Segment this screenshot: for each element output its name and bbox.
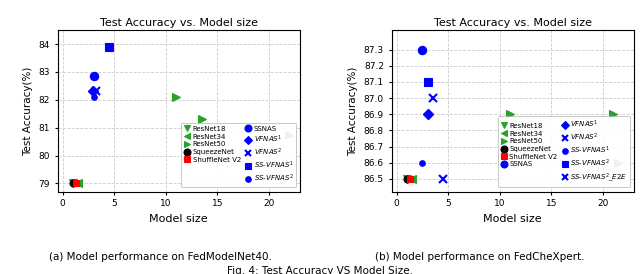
Text: Fig. 4: Test Accuracy VS Model Size.: Fig. 4: Test Accuracy VS Model Size. [227, 266, 413, 274]
Y-axis label: Test Accuracy(%): Test Accuracy(%) [23, 66, 33, 156]
Y-axis label: Test Accuracy(%): Test Accuracy(%) [348, 66, 358, 156]
Legend: ResNet18, ResNet34, ResNet50, SqueezeNet, ShuffleNet V2, SSNAS, $\mathit{VFNAS}^: ResNet18, ResNet34, ResNet50, SqueezeNet… [181, 123, 296, 187]
X-axis label: Model size: Model size [483, 214, 542, 224]
Text: (a) Model performance on FedModelNet40.: (a) Model performance on FedModelNet40. [49, 252, 271, 262]
X-axis label: Model size: Model size [149, 214, 208, 224]
Title: Test Accuracy vs. Model size: Test Accuracy vs. Model size [433, 18, 591, 28]
Legend: ResNet18, ResNet34, ResNet50, SqueezeNet, ShuffleNet V2, SSNAS, $\mathit{VFNAS}^: ResNet18, ResNet34, ResNet50, SqueezeNet… [497, 116, 630, 187]
Title: Test Accuracy vs. Model size: Test Accuracy vs. Model size [100, 18, 258, 28]
Text: (b) Model performance on FedCheXpert.: (b) Model performance on FedCheXpert. [375, 252, 585, 262]
